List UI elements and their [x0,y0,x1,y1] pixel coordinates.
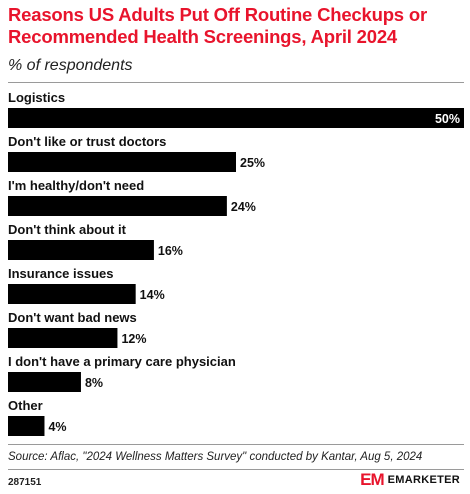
bar [8,240,154,260]
source-note: Source: Aflac, "2024 Wellness Matters Su… [8,451,423,463]
value-label: 14% [140,288,165,302]
chart-subtitle: % of respondents [8,57,133,74]
bar [8,284,136,304]
category-label: Don't want bad news [8,310,137,325]
brand-logo: EM EMARKETER [360,470,460,490]
brand-name: EMARKETER [387,474,460,486]
brand-mark-icon: EM [360,470,384,489]
value-label: 25% [240,156,265,170]
bar [8,372,81,392]
bar [8,328,118,348]
category-label: I'm healthy/don't need [8,178,144,193]
category-label: I don't have a primary care physician [8,354,236,369]
bar-chart: Logistics 50% Don't like or trust doctors 2… [8,90,464,436]
value-label: 24% [231,200,256,214]
bar [8,416,45,436]
bar [8,196,227,216]
bar [8,152,236,172]
category-label: Other [8,398,43,413]
value-label: 12% [121,332,146,346]
value-label: 50% [435,112,460,126]
bottom-divider [8,444,464,445]
category-label: Don't like or trust doctors [8,134,166,149]
category-label: Don't think about it [8,222,127,237]
bar [8,108,464,128]
value-label: 16% [158,244,183,258]
value-label: 4% [48,420,66,434]
value-label: 8% [85,376,103,390]
chart-id: 287151 [8,477,42,488]
category-label: Logistics [8,90,65,105]
top-divider [8,82,464,83]
category-label: Insurance issues [8,266,114,281]
footer-divider [8,469,464,470]
chart-title: Reasons US Adults Put Off Routine Checku… [8,4,427,47]
